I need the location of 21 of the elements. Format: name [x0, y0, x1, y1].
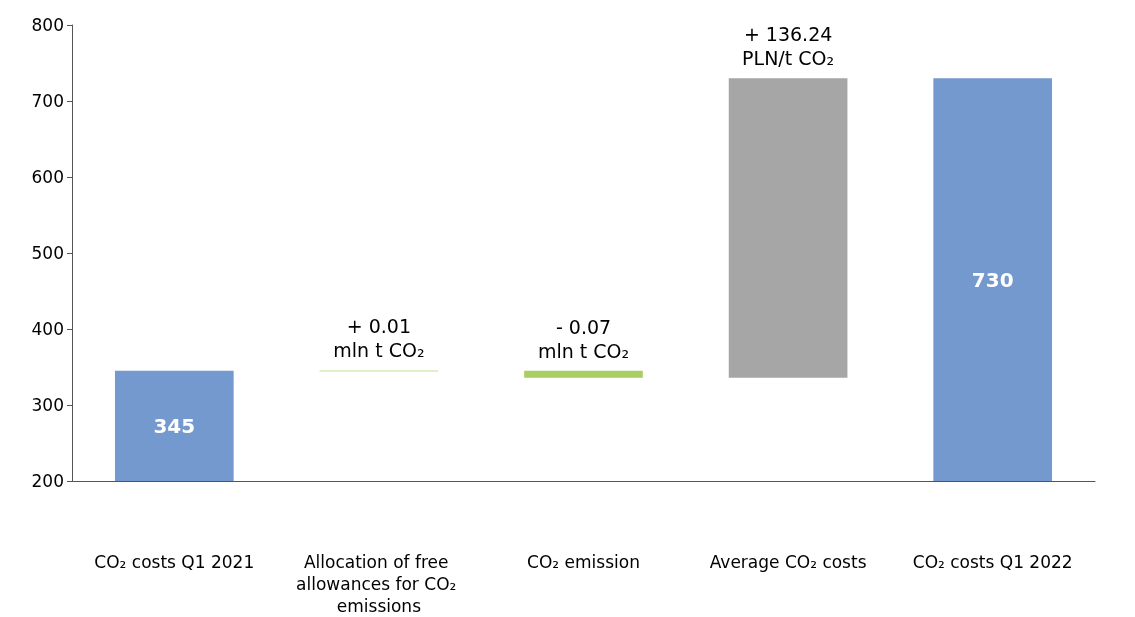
y-tick-label: 300 — [31, 395, 64, 415]
annotation: + 136.24 PLN/t CO₂ — [742, 23, 835, 70]
x-tick-label: CO₂ costs Q1 2022 — [912, 552, 1073, 572]
bar — [114, 370, 234, 481]
x-tick-label: Average CO₂ costs — [709, 552, 867, 572]
x-tick-label: CO₂ costs Q1 2021 — [94, 552, 255, 572]
bar — [933, 78, 1053, 481]
bar — [524, 370, 643, 378]
x-tick-label: Allocation of free allowances for CO₂ emissions — [296, 552, 462, 616]
annotation: + 0.01 mln t CO₂ — [333, 315, 425, 362]
x-tick-label: CO₂ emission — [527, 552, 640, 572]
bar — [728, 78, 848, 378]
y-tick-label: 700 — [31, 91, 64, 111]
y-tick-label: 500 — [31, 243, 64, 263]
y-tick-label: 800 — [31, 15, 64, 35]
y-tick-label: 400 — [31, 319, 64, 339]
data-label: 730 — [971, 267, 1014, 292]
y-tick-label: 600 — [31, 167, 64, 187]
data-label: 345 — [153, 413, 196, 438]
y-tick-label: 200 — [31, 471, 64, 491]
annotation: - 0.07 mln t CO₂ — [537, 315, 630, 362]
